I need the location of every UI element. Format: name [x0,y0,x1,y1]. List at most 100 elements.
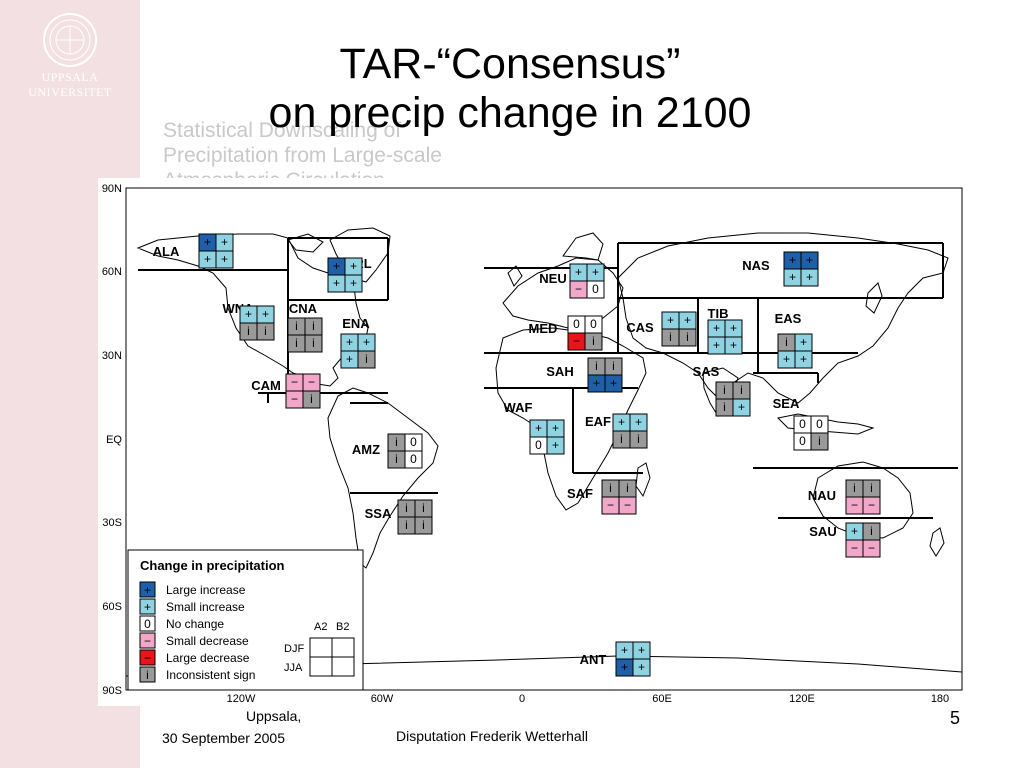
region-wna: WNA+ +i i [222,301,275,341]
region-cell-symbol: i [264,324,267,338]
region-cell-symbol: + [535,421,542,435]
slide-title: TAR-“Consensus” on precip change in 2100 [150,40,870,138]
precipitation-change-map: 90N 60N 30N EQ 30S 60S 90S 120W 60W 0 60E 120E 180 A… [98,178,966,706]
page-number: 5 [950,708,961,728]
legend-season-1: DJF [284,643,304,655]
slide-title-line1: TAR-“Consensus” [339,40,681,88]
region-ant: ANT + + + + [580,641,651,677]
footer-place: Uppsala, [246,708,302,724]
region-cell-symbol: i [247,324,250,338]
region-cell [862,539,881,558]
y-tick-label: 90S [102,685,122,697]
region-cell-symbol: + [730,321,737,335]
region-code-label: SEA [773,396,800,411]
legend-swatch-symbol: − [144,651,151,665]
region-cell [604,374,623,393]
region-cell-symbol: i [395,452,398,466]
region-nau: NAU i i− − [808,479,881,515]
y-tick-label: EQ [106,434,122,446]
region-cell-symbol: + [635,415,642,429]
university-name-line2: UNIVERSITET [28,85,112,99]
region-cell-symbol: + [800,352,807,366]
region-cell-symbol: + [713,338,720,352]
region-cell [344,274,363,293]
legend-swatch [139,581,156,598]
region-code-label: EAS [775,311,802,326]
slide-title-line2: on precip change in 2100 [268,89,752,137]
region-med: MED 0 0− i [529,315,603,351]
region-cell-symbol: + [800,335,807,349]
region-cell-symbol: + [621,660,628,674]
region-code-label: ALA [153,244,180,259]
legend-swatch-symbol: i [146,668,149,682]
legend-item-label: Small increase [166,600,245,614]
region-cell [678,328,697,347]
legend: Change in precipitation + Large increase+… [127,549,364,691]
region-cell-symbol: + [262,307,269,321]
region-cell-symbol: i [395,435,398,449]
region-cell [586,280,605,299]
region-cell-symbol: + [245,307,252,321]
y-tick-label: 60S [102,601,122,613]
region-cell [629,430,648,449]
region-cell-symbol: i [870,524,873,538]
region-cell-symbol: + [783,352,790,366]
region-code-label: AMZ [352,442,380,457]
region-cell-symbol: i [595,359,598,373]
region-cna: CNA i ii i [287,301,323,353]
university-seal-icon [43,13,97,67]
region-cell-symbol: − [868,541,875,555]
ghost-line: Precipitation from Large-scale [163,144,442,167]
region-cell-symbol: + [592,265,599,279]
legend-swatch [139,632,156,649]
legend-season-2: JJA [284,662,303,674]
region-cell-symbol: + [204,235,211,249]
region-cell-symbol: i [592,334,595,348]
region-cell [862,496,881,515]
region-sah: SAH i i + + [546,357,623,393]
x-tick-label: 120E [789,693,815,705]
region-cell-symbol: 0 [410,435,417,449]
legend-item-label: Large decrease [166,651,250,665]
region-cell-symbol: i [637,432,640,446]
region-cell-symbol: i [669,330,672,344]
region-cell-symbol: i [312,319,315,333]
region-cell-symbol: + [333,276,340,290]
region-cell-symbol: + [621,643,628,657]
region-cell [302,390,321,409]
region-ssa: SSA i ii i [365,499,433,535]
region-code-label: NAU [808,488,836,503]
region-cell-symbol: + [667,313,674,327]
footer-date: 30 September 2005 [162,730,285,746]
region-code-label: NAS [742,258,770,273]
region-cell-symbol: i [365,352,368,366]
region-code-label: NEU [539,271,566,286]
region-cell-symbol: i [620,432,623,446]
region-cell-symbol: + [806,253,813,267]
region-cell [732,398,751,417]
region-code-label: SAF [567,486,593,501]
region-cell-symbol: i [422,518,425,532]
legend-swatch-symbol: 0 [144,617,151,631]
region-cell-symbol: + [552,421,559,435]
legend-scenario-a: A2 [314,621,327,633]
region-cell [618,496,637,515]
region-cell-symbol: i [818,434,821,448]
legend-item: − Large decrease [139,649,250,666]
region-waf: WAF+ +0 + [504,400,565,455]
region-cell-symbol: i [609,481,612,495]
region-cell-symbol: + [789,253,796,267]
region-cell-symbol: + [350,259,357,273]
region-cell-symbol: i [422,501,425,515]
region-cell-symbol: − [308,375,315,389]
region-cell-symbol: + [851,524,858,538]
legend-swatch [139,598,156,615]
region-cell-symbol: + [684,313,691,327]
region-cell-symbol: + [638,643,645,657]
region-cell [724,336,743,355]
region-cell-symbol: i [295,336,298,350]
region-cell-symbol: i [626,481,629,495]
region-cell-symbol: 0 [573,317,580,331]
